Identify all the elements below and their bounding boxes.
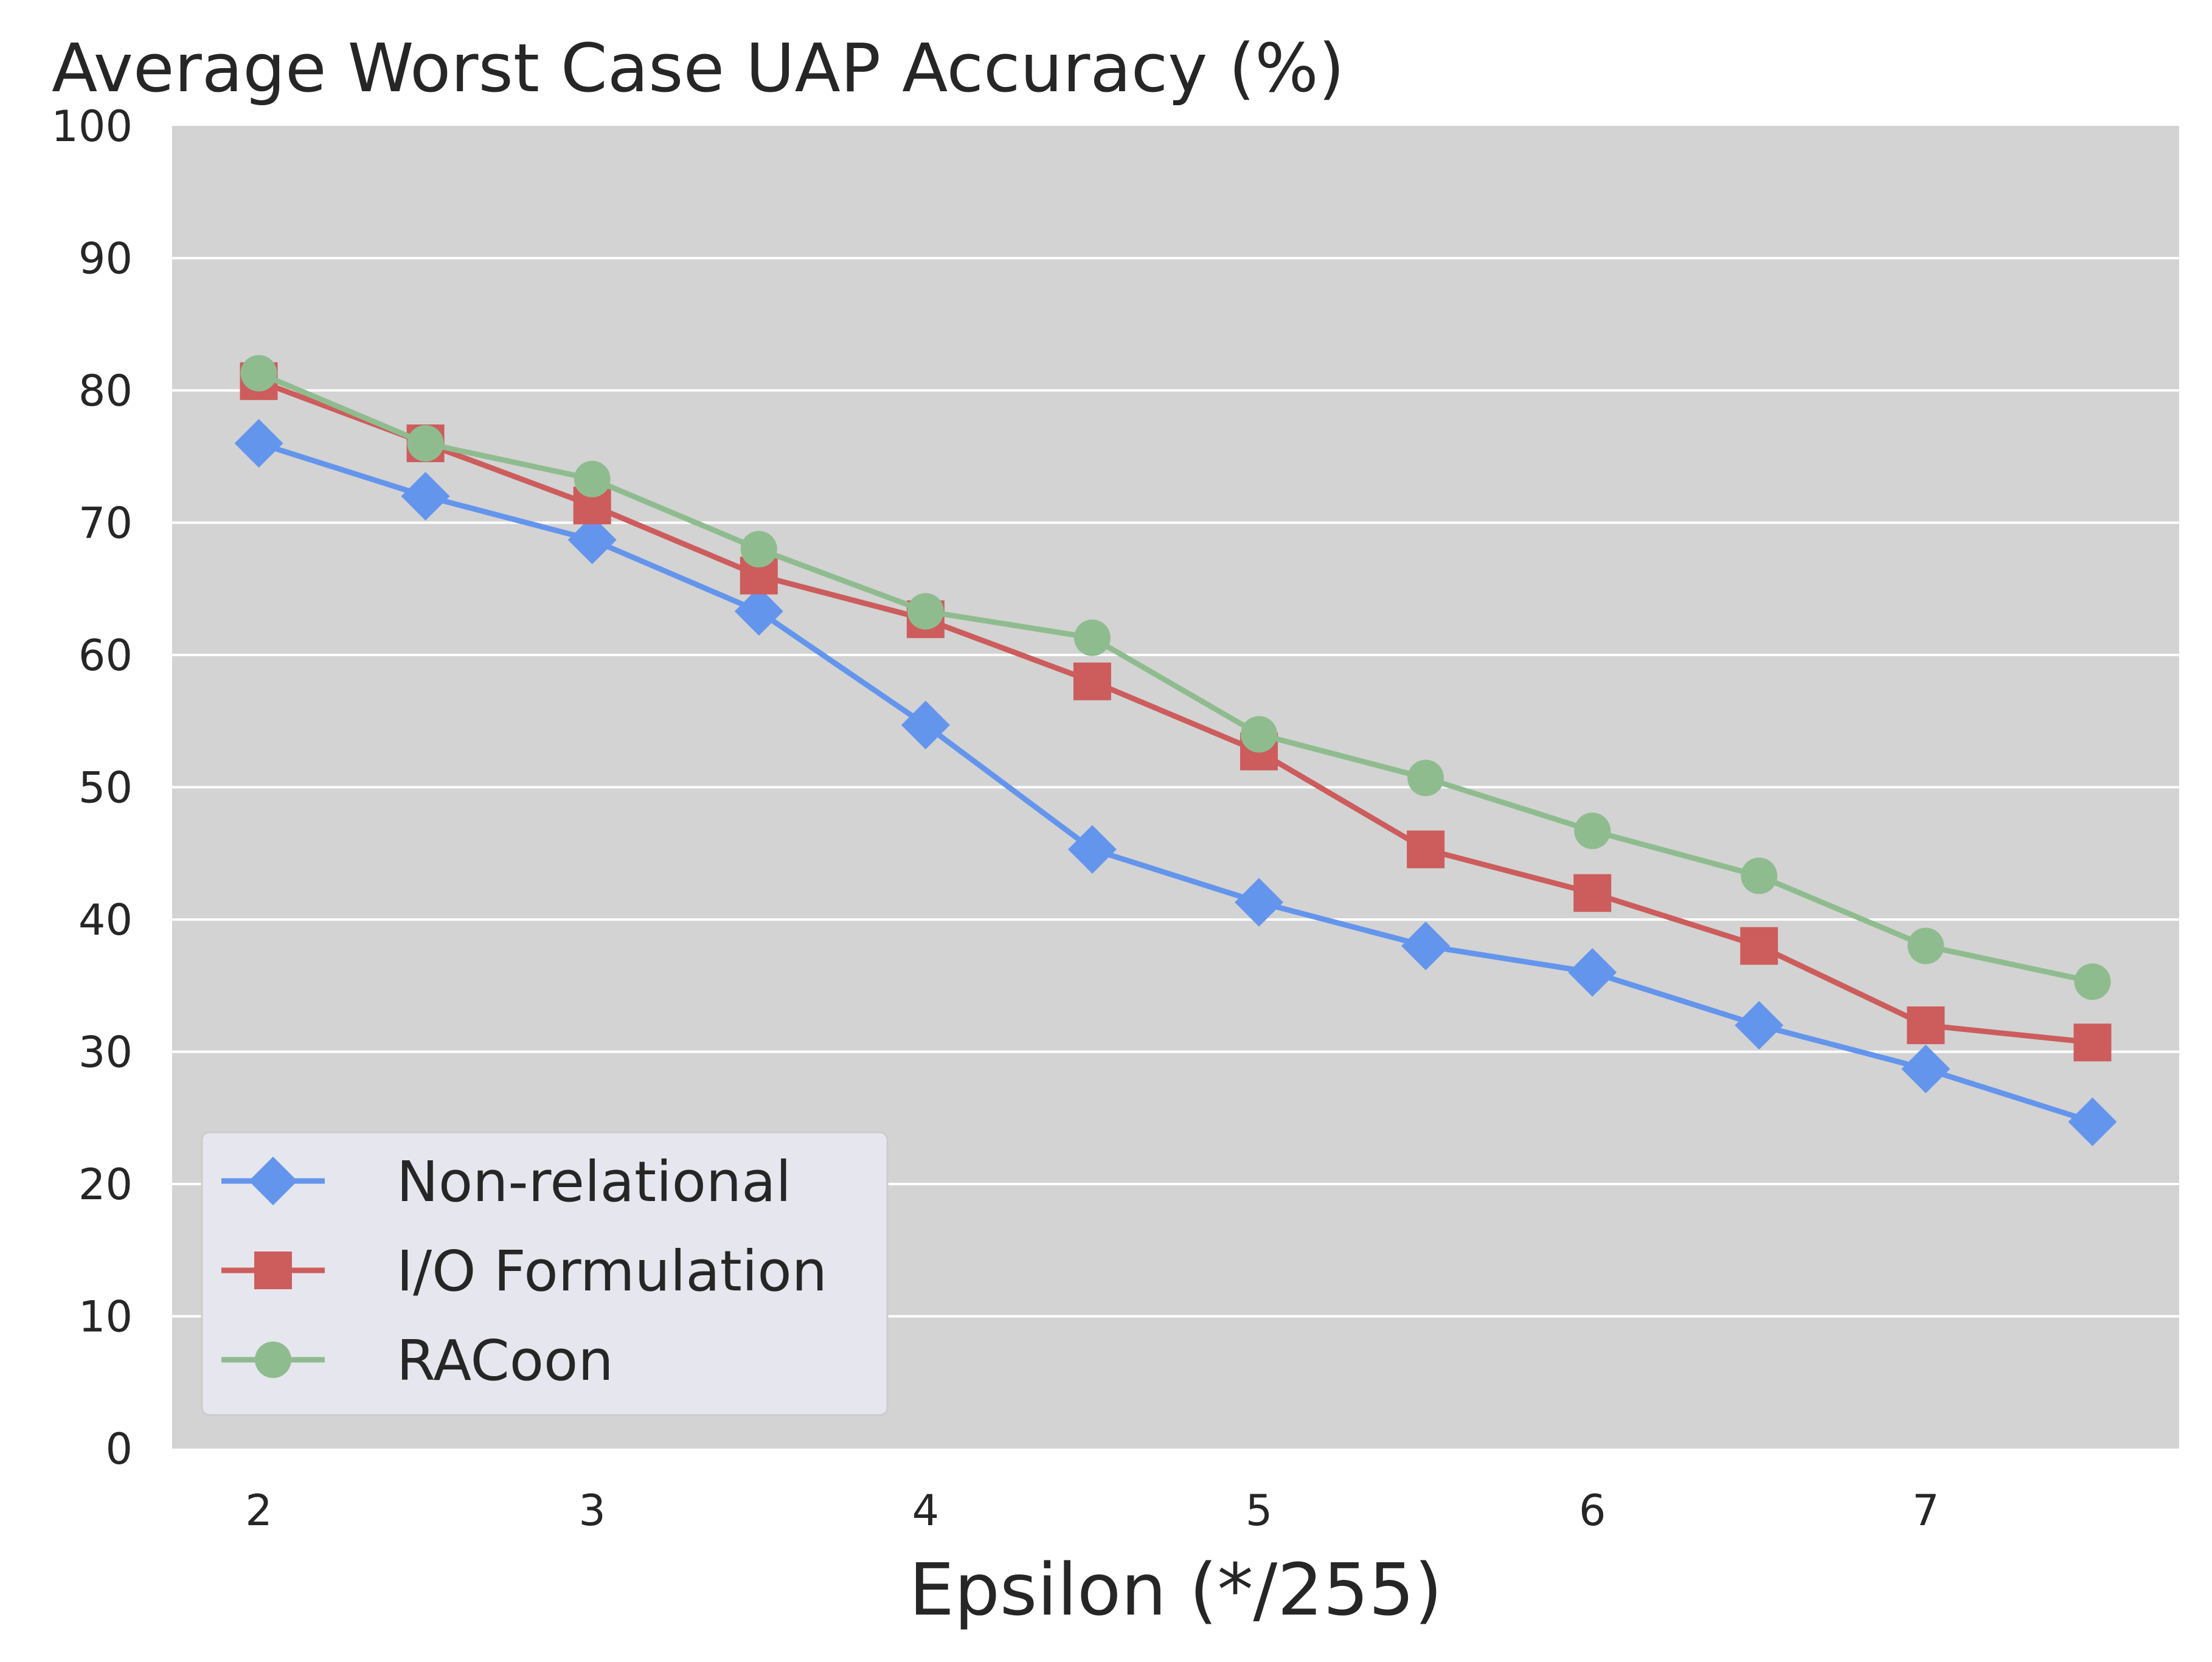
data-point <box>1574 812 1611 850</box>
legend-label: Non-relational <box>397 1149 791 1214</box>
legend-marker <box>255 1342 291 1378</box>
data-point <box>1568 948 1617 997</box>
data-point <box>1740 927 1778 965</box>
x-tick-label: 4 <box>912 1486 940 1536</box>
series-line <box>258 440 2093 1125</box>
data-point <box>234 419 283 468</box>
legend-label: RACoon <box>397 1328 614 1393</box>
data-point <box>907 593 944 630</box>
series-non-relational <box>234 419 2117 1146</box>
x-tick-label: 6 <box>1579 1486 1606 1536</box>
data-point <box>1573 874 1612 912</box>
data-point <box>2073 1023 2112 1062</box>
data-point <box>734 587 783 636</box>
x-tick-label: 2 <box>245 1486 272 1536</box>
y-axis: 0 10 20 30 40 50 60 70 80 90 100 <box>51 102 133 1474</box>
legend: Non-relational I/O Formulation RACoon <box>201 1131 889 1416</box>
y-tick-label: 20 <box>78 1160 133 1210</box>
data-point <box>2074 963 2111 1000</box>
x-axis: 2 3 4 5 6 7 <box>245 1486 1939 1536</box>
series-group <box>234 355 2117 1146</box>
data-point <box>901 701 950 750</box>
data-point <box>1407 830 1445 868</box>
y-tick-label: 50 <box>78 763 133 813</box>
x-tick-label: 5 <box>1246 1486 1273 1536</box>
data-point <box>1907 927 1944 964</box>
data-point <box>1401 921 1451 971</box>
data-point <box>1901 1044 1950 1093</box>
series-racoon <box>240 355 2111 1000</box>
y-tick-label: 70 <box>78 499 133 549</box>
series-line <box>257 378 2093 1045</box>
x-tick-label: 3 <box>578 1486 606 1536</box>
series-line <box>257 370 2093 985</box>
data-point <box>1741 857 1778 895</box>
x-tick-label: 7 <box>1912 1486 1940 1536</box>
legend-marker <box>254 1252 292 1289</box>
data-point <box>1235 878 1284 927</box>
y-tick-label: 60 <box>78 631 133 680</box>
chart-title: Average Worst Case UAP Accuracy (%) <box>52 29 1345 107</box>
y-tick-label: 100 <box>51 102 133 151</box>
x-axis-label: Epsilon (*/255) <box>909 1548 1442 1632</box>
data-point <box>1073 619 1111 656</box>
y-tick-label: 90 <box>78 234 133 284</box>
data-point <box>1241 716 1278 753</box>
y-tick-label: 30 <box>78 1028 133 1078</box>
data-point <box>1735 1001 1784 1050</box>
data-point <box>1907 1006 1945 1044</box>
legend-item: RACoon <box>221 1328 614 1393</box>
data-point <box>1407 760 1444 797</box>
data-point <box>1073 662 1111 701</box>
legend-item: I/O Formulation <box>221 1239 827 1304</box>
data-point <box>740 531 777 567</box>
data-point <box>2068 1097 2117 1146</box>
legend-label: I/O Formulation <box>397 1239 827 1304</box>
y-tick-label: 0 <box>105 1424 133 1474</box>
legend-marker <box>249 1157 297 1205</box>
data-point <box>1067 825 1117 874</box>
data-point <box>401 472 450 521</box>
legend-box <box>201 1131 889 1416</box>
data-point <box>240 355 277 392</box>
y-tick-label: 80 <box>78 366 133 416</box>
y-tick-label: 10 <box>78 1292 133 1342</box>
legend-item: Non-relational <box>221 1149 791 1214</box>
y-tick-label: 40 <box>78 895 133 945</box>
data-point <box>574 460 611 497</box>
data-point <box>407 425 444 462</box>
data-point <box>567 515 617 564</box>
